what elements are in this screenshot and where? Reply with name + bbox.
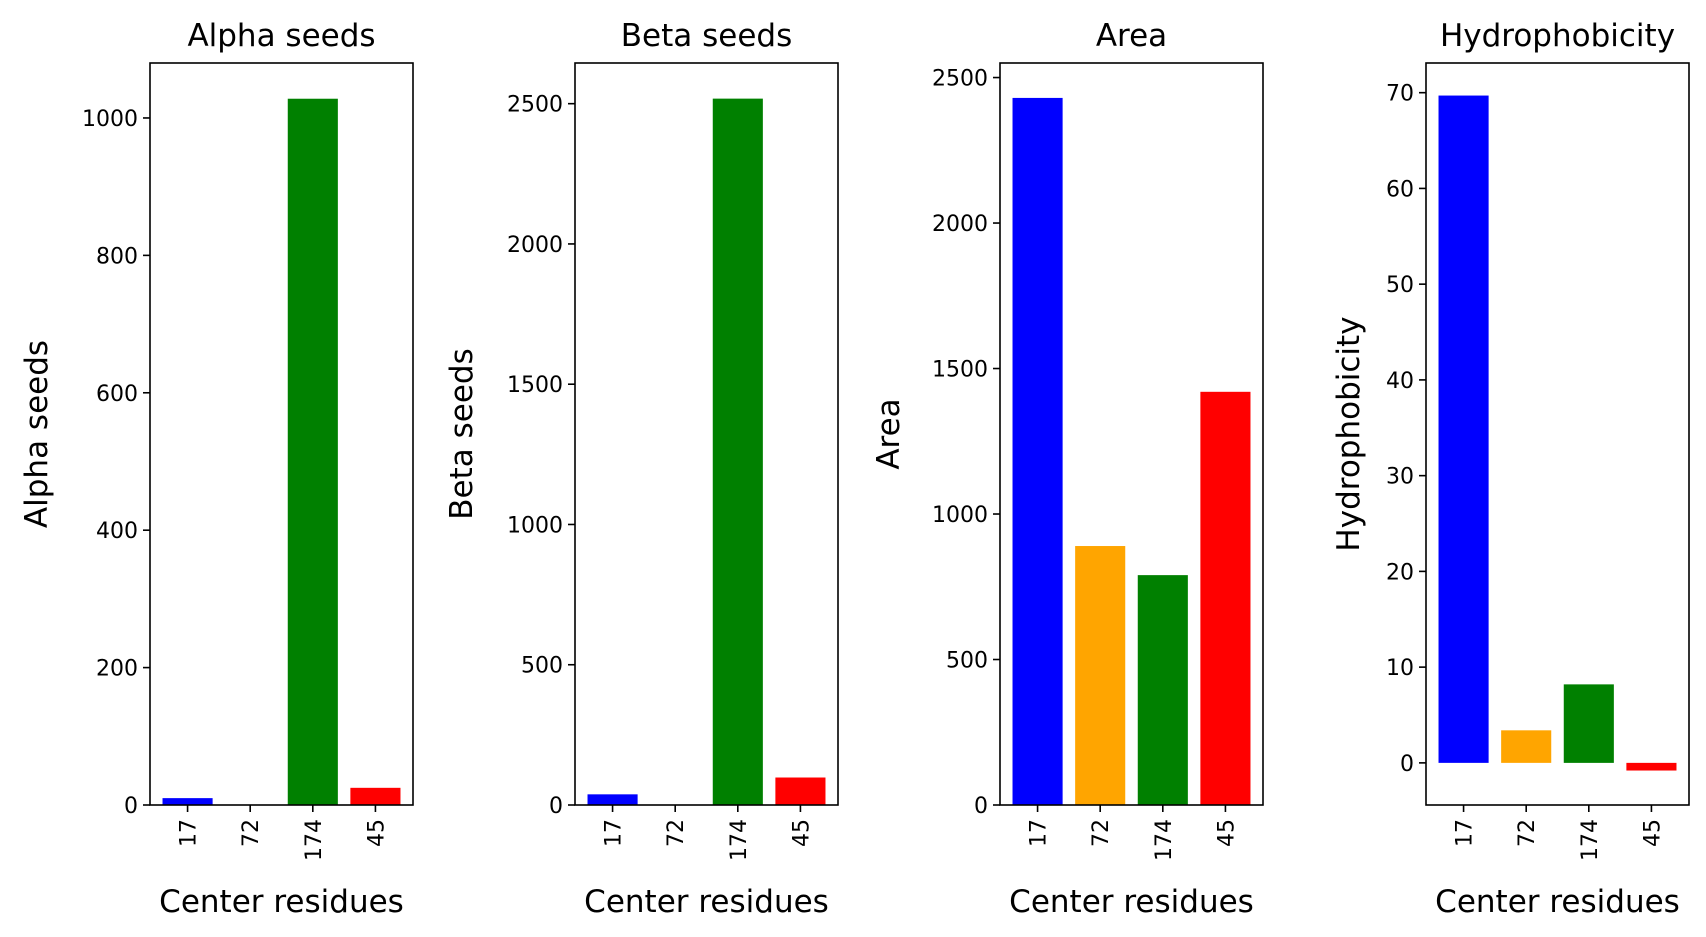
- y-tick-label: 2500: [507, 93, 563, 118]
- y-tick-label: 500: [521, 654, 563, 679]
- x-tick-label: 174: [1152, 819, 1177, 861]
- bar-72: [1501, 730, 1552, 763]
- x-tick-label: 45: [1640, 819, 1665, 847]
- y-tick-label: 1000: [82, 107, 138, 132]
- x-tick-label: 174: [1578, 819, 1603, 861]
- y-tick-label: 70: [1386, 82, 1414, 107]
- chart-panel: 0 500 1000 1500 2000 2500 17 72 174 45 Area Center …: [871, 18, 1264, 920]
- bar-45: [1200, 391, 1251, 805]
- x-tick-label: 72: [1089, 819, 1114, 847]
- bar-174: [1137, 575, 1188, 805]
- bar-17: [587, 794, 638, 805]
- chart-panel: 0 500 1000 1500 2000 2500 17 72 174 45 Beta seeds C…: [444, 18, 839, 920]
- x-axis-label: Center residues: [1009, 884, 1254, 920]
- chart-title: Beta seeds: [621, 18, 792, 54]
- y-tick-label: 1500: [507, 373, 563, 398]
- y-tick-label: 1000: [932, 503, 988, 528]
- y-tick-label: 20: [1386, 560, 1414, 585]
- x-tick-label: 17: [1453, 819, 1478, 847]
- y-tick-label: 10: [1386, 656, 1414, 681]
- axes-frame: [574, 62, 839, 806]
- y-tick-label: 1000: [507, 513, 563, 538]
- bar-174: [287, 98, 338, 806]
- y-tick-label: 50: [1386, 273, 1414, 298]
- x-tick-label: 174: [727, 819, 752, 861]
- y-tick-label: 800: [96, 244, 138, 269]
- y-tick-label: 1500: [932, 358, 988, 383]
- bar-17: [162, 798, 213, 805]
- y-axis-label: Beta seeds: [444, 348, 480, 519]
- y-axis-label: Area: [871, 398, 907, 469]
- y-tick-label: 0: [549, 794, 563, 819]
- bar-174: [712, 98, 763, 805]
- y-tick-label: 0: [124, 794, 138, 819]
- chart-title: Alpha seeds: [187, 18, 375, 54]
- y-tick-label: 0: [974, 794, 988, 819]
- y-axis-label: Alpha seeds: [19, 340, 55, 528]
- x-tick-label: 72: [239, 819, 264, 847]
- bar-45: [350, 787, 401, 805]
- bar-17: [1438, 95, 1489, 763]
- axes-frame: [1425, 62, 1690, 806]
- bar-17: [1012, 97, 1063, 806]
- chart-panel: 0 200 400 600 800 1000 17 72 174 45 Alpha seeds Cen…: [19, 18, 414, 920]
- x-axis-label: Center residues: [1435, 884, 1680, 920]
- y-tick-label: 400: [96, 519, 138, 544]
- x-axis-label: Center residues: [584, 884, 829, 920]
- y-tick-label: 2500: [932, 67, 988, 92]
- x-tick-label: 72: [664, 819, 689, 847]
- x-tick-label: 17: [1027, 819, 1052, 847]
- bar-45: [775, 777, 826, 805]
- x-tick-label: 72: [1515, 819, 1540, 847]
- x-tick-label: 45: [1214, 819, 1239, 847]
- x-tick-label: 45: [364, 819, 389, 847]
- chart-title: Area: [1096, 18, 1167, 54]
- y-tick-label: 600: [96, 382, 138, 407]
- y-tick-label: 30: [1386, 465, 1414, 490]
- y-tick-label: 200: [96, 657, 138, 682]
- y-axis-label: Hydrophobicity: [1331, 316, 1367, 551]
- x-tick-label: 45: [789, 819, 814, 847]
- chart-panel: 0 10 20 30 40 50 60 70 17 72 174 45 Hydrophobicity Ce…: [1331, 18, 1690, 920]
- bar-45: [1626, 762, 1677, 771]
- chart-title: Hydrophobicity: [1440, 18, 1675, 54]
- y-tick-label: 2000: [507, 233, 563, 258]
- x-tick-label: 174: [302, 819, 327, 861]
- bar-72: [1075, 546, 1126, 805]
- x-tick-label: 17: [177, 819, 202, 847]
- y-tick-label: 2000: [932, 212, 988, 237]
- y-tick-label: 0: [1400, 752, 1414, 777]
- x-tick-label: 17: [602, 819, 627, 847]
- axes-frame: [999, 62, 1264, 806]
- y-tick-label: 500: [946, 649, 988, 674]
- x-axis-label: Center residues: [159, 884, 404, 920]
- y-tick-label: 40: [1386, 369, 1414, 394]
- y-tick-label: 60: [1386, 177, 1414, 202]
- axes-frame: [149, 62, 414, 806]
- bar-174: [1563, 684, 1614, 763]
